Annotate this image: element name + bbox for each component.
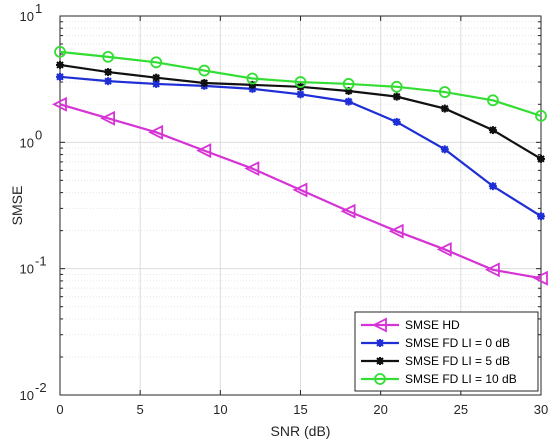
y-tick-label: 10 xyxy=(20,388,34,403)
marker-stroke xyxy=(296,90,305,99)
legend-label: SMSE FD LI = 10 dB xyxy=(405,372,517,386)
data-point xyxy=(104,68,113,77)
marker-stroke xyxy=(152,73,160,82)
marker-stroke xyxy=(152,80,160,88)
series-lines xyxy=(51,45,548,286)
data-point xyxy=(200,78,209,87)
data-point xyxy=(294,76,307,88)
data-point xyxy=(56,72,64,81)
y-tick-label: 10 xyxy=(20,262,34,277)
marker-stroke xyxy=(537,212,545,220)
data-point xyxy=(148,124,164,140)
data-point xyxy=(196,143,212,159)
data-point xyxy=(100,110,115,126)
legend-item: SMSE HD xyxy=(361,317,460,333)
data-point xyxy=(537,154,545,163)
marker-stroke xyxy=(344,97,353,106)
marker-stroke xyxy=(376,339,384,347)
data-point xyxy=(535,109,547,122)
data-point xyxy=(51,96,67,112)
data-point xyxy=(150,56,163,69)
legend-marker xyxy=(376,339,384,347)
data-point xyxy=(344,97,353,106)
legend-marker xyxy=(374,373,386,385)
y-tick-exponent: 1 xyxy=(35,1,42,16)
series-line xyxy=(59,50,542,117)
marker-stroke xyxy=(537,155,545,163)
legend-item: SMSE FD LI = 5 dB xyxy=(361,354,510,368)
marker-stroke xyxy=(441,104,449,113)
data-point xyxy=(488,182,497,191)
data-point xyxy=(392,92,401,101)
legend: SMSE HD SMSE FD LI = 0 dB SMSE FD LI = 5 d… xyxy=(354,311,539,392)
data-point xyxy=(102,50,114,63)
marker-stroke xyxy=(56,61,64,69)
data-point xyxy=(440,104,449,113)
series-2 xyxy=(56,72,545,221)
x-tick-label: 5 xyxy=(137,402,144,417)
x-tick-label: 0 xyxy=(56,402,63,417)
marker-stroke xyxy=(392,92,401,101)
marker-stroke xyxy=(200,79,209,87)
data-point xyxy=(292,182,308,198)
data-point xyxy=(488,126,497,135)
data-point xyxy=(244,161,260,177)
marker-stroke xyxy=(489,182,497,190)
x-tick-label: 10 xyxy=(213,402,227,417)
data-point xyxy=(436,241,452,257)
data-point xyxy=(392,117,401,126)
y-tick-exponent: 0 xyxy=(35,127,42,142)
data-point xyxy=(246,72,259,85)
legend-label: SMSE FD LI = 5 dB xyxy=(405,354,510,368)
legend-item: SMSE FD LI = 10 dB xyxy=(361,372,517,386)
legend-marker xyxy=(371,317,387,333)
series-1 xyxy=(51,96,548,286)
marker-stroke xyxy=(392,118,401,126)
y-tick-exponent: -2 xyxy=(35,380,47,395)
marker-stroke xyxy=(56,73,64,81)
marker-stroke xyxy=(489,126,497,134)
data-point xyxy=(340,203,356,219)
legend-label: SMSE HD xyxy=(405,318,460,332)
x-tick-label: 20 xyxy=(373,402,387,417)
data-point xyxy=(532,270,548,286)
data-point xyxy=(54,45,66,58)
data-point xyxy=(484,262,500,278)
series-4 xyxy=(54,45,547,122)
x-tick-label: 30 xyxy=(534,402,548,417)
data-point xyxy=(390,80,403,93)
y-tick-exponent: -1 xyxy=(35,254,47,269)
data-point xyxy=(486,94,499,107)
data-point xyxy=(296,90,305,99)
x-axis-label: SNR (dB) xyxy=(271,423,331,439)
data-point xyxy=(438,86,451,98)
y-tick-label: 10 xyxy=(20,135,34,150)
y-axis-label: SMSE xyxy=(9,186,25,226)
legend-label: SMSE FD LI = 0 dB xyxy=(405,336,510,350)
data-point xyxy=(104,77,113,86)
data-point xyxy=(56,60,64,69)
data-point xyxy=(440,145,449,154)
y-tick-label: 10 xyxy=(20,9,34,24)
x-tick-label: 15 xyxy=(293,402,307,417)
data-point xyxy=(198,64,211,77)
data-point xyxy=(342,78,355,90)
data-point xyxy=(537,212,545,221)
legend-item: SMSE FD LI = 0 dB xyxy=(361,336,510,350)
marker-stroke xyxy=(376,357,384,365)
marker-stroke xyxy=(104,77,112,85)
data-point xyxy=(152,73,161,82)
data-point xyxy=(388,223,404,239)
legend-marker xyxy=(376,357,384,365)
marker-stroke xyxy=(441,145,449,154)
x-tick-label: 25 xyxy=(454,402,468,417)
data-point xyxy=(152,79,161,88)
marker-stroke xyxy=(104,68,112,76)
series-line xyxy=(59,103,542,280)
